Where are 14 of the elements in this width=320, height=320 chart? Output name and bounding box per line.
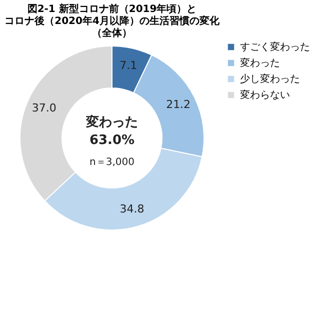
data-label: 34.8 xyxy=(120,202,144,216)
text: コロナ後（2020年4月以降）の生活習慣の変化 xyxy=(4,16,220,27)
text: 変わった xyxy=(85,114,138,130)
data-label: 21.2 xyxy=(166,98,191,112)
text: 図2-1 新型コロナ前（2019年頃）と xyxy=(27,4,197,15)
legend-label: すごく変わった xyxy=(240,41,310,53)
legend-label: 変わらない xyxy=(240,89,290,101)
data-label: 7.1 xyxy=(120,58,138,72)
text: 63.0% xyxy=(89,133,135,148)
data-label: 37.0 xyxy=(32,102,56,115)
text: n＝3,000 xyxy=(90,157,134,168)
text: （全体） xyxy=(92,28,132,39)
legend-label: 少し変わった xyxy=(240,73,300,85)
legend-label: 変わった xyxy=(240,57,280,69)
